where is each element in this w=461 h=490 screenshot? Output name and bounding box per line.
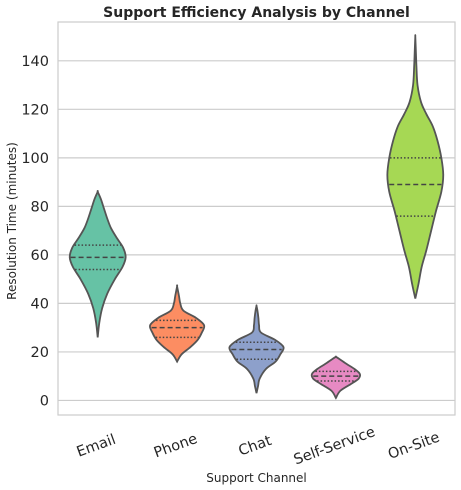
violin-on-site (386, 34, 445, 299)
y-axis-label: Resolution Time (minutes) (5, 142, 19, 300)
x-tick-label: Phone (152, 431, 200, 461)
y-tick-label: 60 (31, 248, 49, 264)
violin-email (68, 190, 127, 338)
y-tick-label: 20 (31, 345, 49, 361)
x-tick-label: Chat (236, 433, 274, 460)
violins (68, 34, 445, 400)
y-tick-labels: 0 20 40 60 80 100 120 140 (21, 54, 49, 410)
y-tick-label: 40 (31, 296, 49, 312)
x-axis-label: Support Channel (206, 471, 307, 485)
y-tick-label: 120 (21, 102, 49, 118)
x-tick-label: On-Site (386, 430, 442, 463)
y-tick-label: 80 (31, 199, 49, 215)
y-tick-label: 140 (21, 54, 49, 70)
chart-title: Support Efficiency Analysis by Channel (103, 5, 410, 21)
violin-phone (148, 284, 206, 364)
x-tick-label: Self-Service (292, 424, 378, 468)
x-tick-label: Email (75, 432, 118, 461)
plot-frame (57, 21, 456, 416)
quartile-lines (70, 157, 442, 382)
x-tick-labels: Email Phone Chat Self-Service On-Site (75, 424, 442, 468)
violin-self-service (310, 355, 361, 400)
y-tick-label: 100 (21, 151, 49, 167)
y-tick-label: 0 (40, 393, 49, 409)
